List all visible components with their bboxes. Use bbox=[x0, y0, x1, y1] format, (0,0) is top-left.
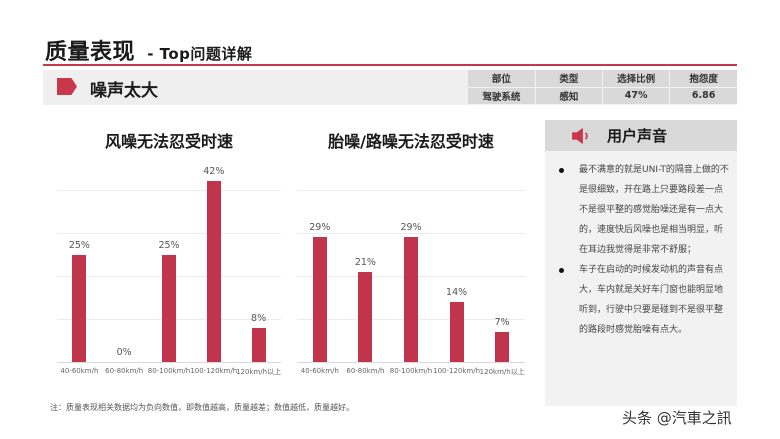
title-divider bbox=[43, 64, 737, 66]
issue-info-table: 部位 类型 选择比例 抱怨度 驾驶系统 感知 47% 6.86 bbox=[468, 70, 737, 106]
bar bbox=[495, 331, 510, 362]
x-axis-line bbox=[57, 362, 281, 363]
table-cell: 47% bbox=[602, 87, 671, 106]
x-tick-label: 60-80km/h bbox=[346, 367, 385, 375]
x-tick-label: 80-100km/h bbox=[147, 367, 191, 375]
chart-title: 胎噪/路噪无法忍受时速 bbox=[328, 132, 494, 151]
x-tick-label: 100-120km/h bbox=[433, 367, 481, 375]
gridline bbox=[57, 190, 281, 191]
bar-value-label: 14% bbox=[446, 286, 468, 298]
bar-value-label: 7% bbox=[494, 316, 510, 328]
bar-value-label: 0% bbox=[116, 347, 132, 358]
user-voice-list: 最不满意的就是UNI-T的隔音上做的不是很细致，开在路上只要路段差一点不是很平整… bbox=[557, 160, 729, 340]
gridline bbox=[297, 233, 525, 234]
x-tick-label: 60-80km/h bbox=[105, 367, 144, 375]
tag-icon bbox=[57, 78, 77, 95]
bar bbox=[72, 254, 87, 362]
list-item: 车子在启动的时候发动机的声音有点大，车内就是关好车门窗也能明显地听到，行驶中只要… bbox=[557, 260, 729, 340]
x-axis-line bbox=[297, 362, 525, 363]
user-voice-title: 用户声音 bbox=[607, 127, 668, 145]
wind-noise-chart: 风噪无法忍受时速 25% 40-60km/h 0% 60-80km/h 25% 80-10… bbox=[57, 128, 281, 388]
bar bbox=[358, 271, 373, 362]
table-header-cell: 抱怨度 bbox=[669, 70, 737, 88]
bar-value-label: 25% bbox=[68, 239, 90, 251]
user-voice-header: 用户声音 bbox=[545, 120, 737, 151]
table-row: 驾驶系统 感知 47% 6.86 bbox=[468, 87, 737, 106]
table-cell: 感知 bbox=[535, 87, 604, 106]
page-title: 质量表现 - Top问题详解 bbox=[45, 34, 252, 66]
gridline bbox=[57, 233, 281, 234]
page-title-sub: - Top问题详解 bbox=[147, 45, 253, 63]
chart-title: 风噪无法忍受时速 bbox=[104, 132, 233, 151]
bar bbox=[312, 237, 327, 362]
bar bbox=[162, 254, 176, 362]
x-tick-label: 40-60km/h bbox=[60, 367, 99, 375]
table-header-cell: 选择比例 bbox=[602, 70, 671, 88]
table-cell: 驾驶系统 bbox=[468, 87, 536, 106]
bar-value-label: 8% bbox=[251, 312, 267, 324]
list-item: 最不满意的就是UNI-T的隔音上做的不是很细致，开在路上只要路段差一点不是很平整… bbox=[557, 160, 729, 260]
bar-value-label: 29% bbox=[400, 222, 422, 234]
bar-value-label: 29% bbox=[309, 222, 331, 234]
x-tick-label: 80-100km/h bbox=[389, 367, 433, 375]
x-tick-label: 120km/h以上 bbox=[236, 368, 282, 376]
gridline bbox=[297, 190, 525, 191]
table-header-cell: 部位 bbox=[468, 70, 536, 88]
bar-value-label: 21% bbox=[354, 256, 376, 268]
bar bbox=[206, 181, 221, 362]
x-tick-label: 40-60km/h bbox=[300, 367, 339, 375]
x-tick-label: 100-120km/h bbox=[190, 367, 238, 375]
watermark: 头条 @汽車之訊 bbox=[622, 409, 732, 427]
tire-road-noise-chart: 胎噪/路噪无法忍受时速 29% 40-60km/h 21% 60-80km/h 29% 8… bbox=[297, 128, 525, 388]
table-cell: 6.86 bbox=[669, 87, 737, 106]
speaker-icon bbox=[572, 127, 588, 145]
bar bbox=[251, 327, 266, 362]
table-header-row: 部位 类型 选择比例 抱怨度 bbox=[468, 70, 737, 88]
footnote: 注：质量表现相关数据均为负向数值，即数值越高，质量越差；数值越低，质量越好。 bbox=[50, 403, 354, 412]
bar-value-label: 42% bbox=[203, 166, 225, 178]
table-header-cell: 类型 bbox=[535, 70, 604, 88]
user-voice-panel: 用户声音 最不满意的就是UNI-T的隔音上做的不是很细致，开在路上只要路段差一点… bbox=[545, 120, 737, 406]
bar bbox=[449, 301, 464, 362]
x-tick-label: 120km/h以上 bbox=[479, 368, 525, 376]
page-title-main: 质量表现 bbox=[45, 40, 136, 65]
issue-title: 噪声太大 bbox=[90, 81, 158, 101]
bar-value-label: 25% bbox=[158, 239, 180, 251]
bar bbox=[404, 237, 418, 362]
